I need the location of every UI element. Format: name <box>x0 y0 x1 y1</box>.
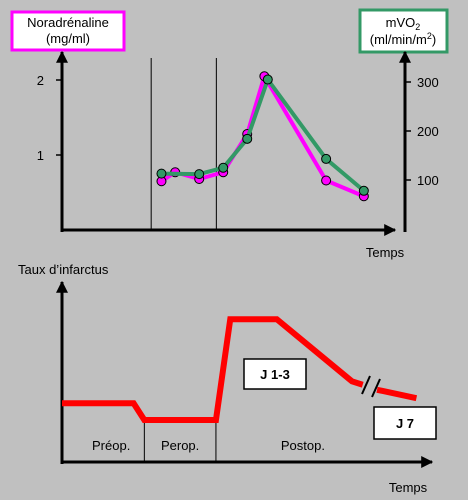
phase-label: Postop. <box>281 438 325 453</box>
top-phase-dividers <box>150 58 217 230</box>
phase-label: Perop. <box>161 438 199 453</box>
bottom-phase-labels: Préop. Perop. Postop. <box>92 438 325 453</box>
mvo2-label-line2: (ml/min/m2) <box>370 31 436 47</box>
mvo2-point <box>262 74 273 85</box>
noradrenaline-label-box <box>10 10 126 52</box>
right-y-tick-label: 100 <box>417 173 439 188</box>
break-slash-1 <box>361 375 371 395</box>
top-left-ticks: 12 <box>37 73 62 163</box>
break-mark <box>361 375 381 398</box>
infarct-rate-line-j7 <box>376 386 418 402</box>
annotation-j1-3-box <box>243 358 307 390</box>
top-right-ticks: 100 200 300 <box>405 75 439 188</box>
annotation-j1-3: J 1-3 <box>260 367 290 382</box>
left-y-tick-label: 1 <box>37 148 44 163</box>
mvo2-point <box>156 168 167 179</box>
annotation-j7-box <box>373 406 437 440</box>
mvo2-label-sub: 2 <box>415 22 420 32</box>
mvo2-point <box>194 169 205 180</box>
phase-label: Préop. <box>92 438 130 453</box>
bottom-x-axis-label: Temps <box>389 480 428 495</box>
infarct-rate-line <box>62 316 364 423</box>
bottom-phase-dividers <box>143 420 217 462</box>
mvo2-unit-sup: 2 <box>427 31 432 41</box>
bottom-chart: Taux d’infarctus Temps Préop. Perop. Posto… <box>18 262 437 495</box>
mvo2-unit-end: ) <box>432 32 436 47</box>
mvo2-point <box>321 153 332 164</box>
mvo2-label-main: mVO <box>386 15 416 30</box>
top-x-axis-label: Temps <box>366 245 405 260</box>
noradrenaline-point <box>321 175 332 186</box>
mvo2-unit-main: (ml/min/m <box>370 32 427 47</box>
break-slash-2 <box>371 378 381 398</box>
top-chart: Noradrénaline (mg/ml) mVO2 (ml/min/m2) T… <box>10 8 449 260</box>
noradrenaline-label-line1: Noradrénaline <box>27 15 109 30</box>
right-y-tick-label: 200 <box>417 124 439 139</box>
noradrenaline-label-line2: (mg/ml) <box>46 31 90 46</box>
right-y-tick-label: 300 <box>417 75 439 90</box>
annotation-j7: J 7 <box>396 416 414 431</box>
mvo2-point <box>242 133 253 144</box>
mvo2-point <box>218 162 229 173</box>
bottom-series <box>62 316 418 423</box>
bottom-y-axis-label: Taux d’infarctus <box>18 262 109 277</box>
top-series <box>156 71 369 202</box>
mvo2-label-line1: mVO2 <box>386 15 421 32</box>
left-y-tick-label: 2 <box>37 73 44 88</box>
mvo2-point <box>358 185 369 196</box>
mvo2-line <box>161 77 366 193</box>
